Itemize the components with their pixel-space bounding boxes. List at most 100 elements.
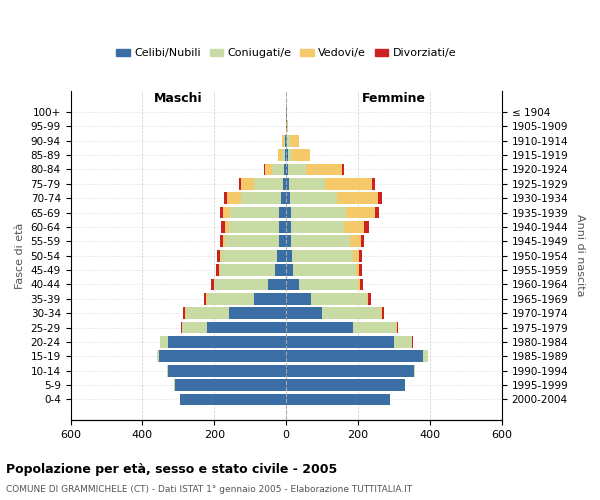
Bar [396,322,397,334]
Bar [223,236,225,247]
Bar [286,164,288,175]
Bar [292,149,310,161]
Bar [185,308,229,319]
Text: COMUNE DI GRAMMICHELE (CT) - Dati ISTAT 1° gennaio 2005 - Elaborazione TUTTITALI: COMUNE DI GRAMMICHELE (CT) - Dati ISTAT … [6,486,412,494]
Bar [286,322,353,334]
Bar [229,221,279,233]
Bar [292,250,353,262]
Bar [207,293,254,304]
Bar [167,336,286,348]
Bar [223,206,230,218]
Bar [286,336,394,348]
Bar [286,135,287,146]
Bar [288,164,306,175]
Bar [220,206,223,218]
Text: Maschi: Maschi [154,92,203,104]
Bar [263,164,265,175]
Bar [286,365,414,376]
Legend: Celibi/Nubili, Coniugati/e, Vedovi/e, Divorziati/e: Celibi/Nubili, Coniugati/e, Vedovi/e, Di… [112,44,461,63]
Y-axis label: Fasce di età: Fasce di età [15,222,25,289]
Bar [268,278,286,290]
Bar [286,293,311,304]
Bar [225,236,279,247]
Bar [325,178,372,190]
Bar [241,192,281,204]
Bar [207,322,286,334]
Bar [254,178,283,190]
Bar [375,206,379,218]
Bar [283,178,286,190]
Bar [286,350,423,362]
Bar [221,221,225,233]
Bar [359,250,362,262]
Bar [293,264,356,276]
Bar [382,308,384,319]
Text: Femmine: Femmine [362,92,426,104]
Bar [342,164,344,175]
Bar [423,350,428,362]
Bar [217,250,220,262]
Bar [182,322,207,334]
Bar [279,221,286,233]
Bar [372,178,374,190]
Bar [284,164,286,175]
Bar [285,149,286,161]
Bar [279,206,286,218]
Bar [299,278,358,290]
Bar [286,236,290,247]
Bar [289,178,325,190]
Bar [286,206,290,218]
Bar [350,236,361,247]
Bar [216,264,218,276]
Bar [275,264,286,276]
Bar [367,293,368,304]
Bar [286,394,391,406]
Bar [180,394,286,406]
Bar [346,206,375,218]
Bar [282,135,284,146]
Bar [218,264,220,276]
Bar [203,293,206,304]
Bar [286,178,289,190]
Bar [322,308,382,319]
Bar [356,264,359,276]
Bar [286,250,292,262]
Bar [353,250,359,262]
Bar [284,135,286,146]
Y-axis label: Anni di nascita: Anni di nascita [575,214,585,297]
Bar [286,379,405,391]
Bar [286,221,290,233]
Bar [286,264,293,276]
Bar [220,250,221,262]
Bar [279,236,286,247]
Bar [361,236,364,247]
Bar [414,365,415,376]
Bar [368,293,371,304]
Bar [175,379,286,391]
Bar [160,336,167,348]
Bar [254,293,286,304]
Bar [278,149,281,161]
Bar [224,192,227,204]
Bar [353,322,396,334]
Bar [290,221,344,233]
Bar [286,149,287,161]
Bar [286,278,299,290]
Bar [364,221,368,233]
Bar [286,192,290,204]
Bar [265,164,272,175]
Bar [286,308,322,319]
Bar [220,264,275,276]
Bar [214,278,268,290]
Bar [221,250,277,262]
Bar [287,135,290,146]
Bar [360,278,363,290]
Bar [211,278,214,290]
Bar [290,135,299,146]
Bar [358,278,360,290]
Bar [158,350,286,362]
Bar [272,164,284,175]
Bar [241,178,254,190]
Bar [378,192,382,204]
Bar [220,236,223,247]
